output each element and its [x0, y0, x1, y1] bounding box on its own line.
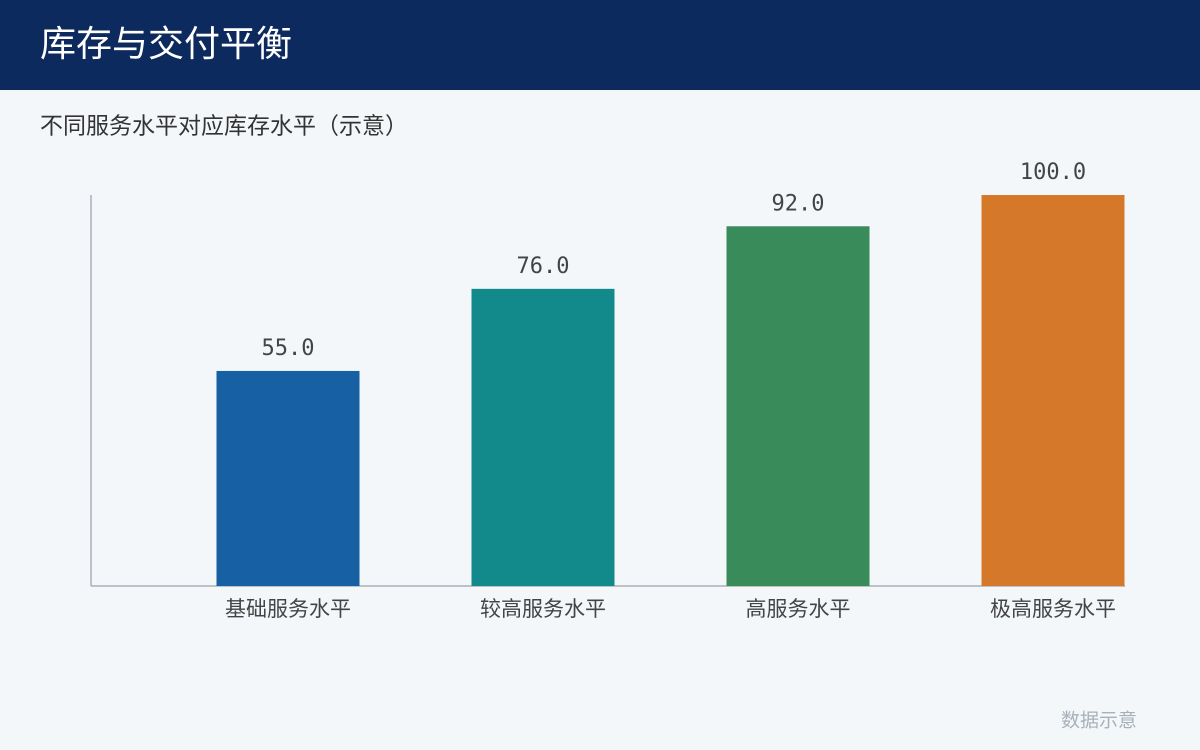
chart-title: 库存与交付平衡 [40, 24, 292, 65]
value-label: 92.0 [772, 191, 825, 216]
value-label: 100.0 [1020, 160, 1086, 185]
bar [726, 226, 870, 586]
x-tick-label: 基础服务水平 [225, 597, 351, 621]
value-label: 55.0 [262, 336, 315, 361]
x-tick-label: 极高服务水平 [990, 597, 1116, 621]
footnote: 数据示意 [1061, 710, 1137, 732]
header-bar [0, 0, 1200, 90]
bar [471, 288, 615, 586]
chart-subtitle: 不同服务水平对应库存水平（示意） [40, 114, 408, 140]
bar [981, 195, 1125, 586]
value-label: 76.0 [517, 254, 570, 279]
bar [216, 370, 360, 586]
x-tick-label: 较高服务水平 [480, 597, 606, 621]
x-tick-label: 高服务水平 [746, 597, 851, 621]
